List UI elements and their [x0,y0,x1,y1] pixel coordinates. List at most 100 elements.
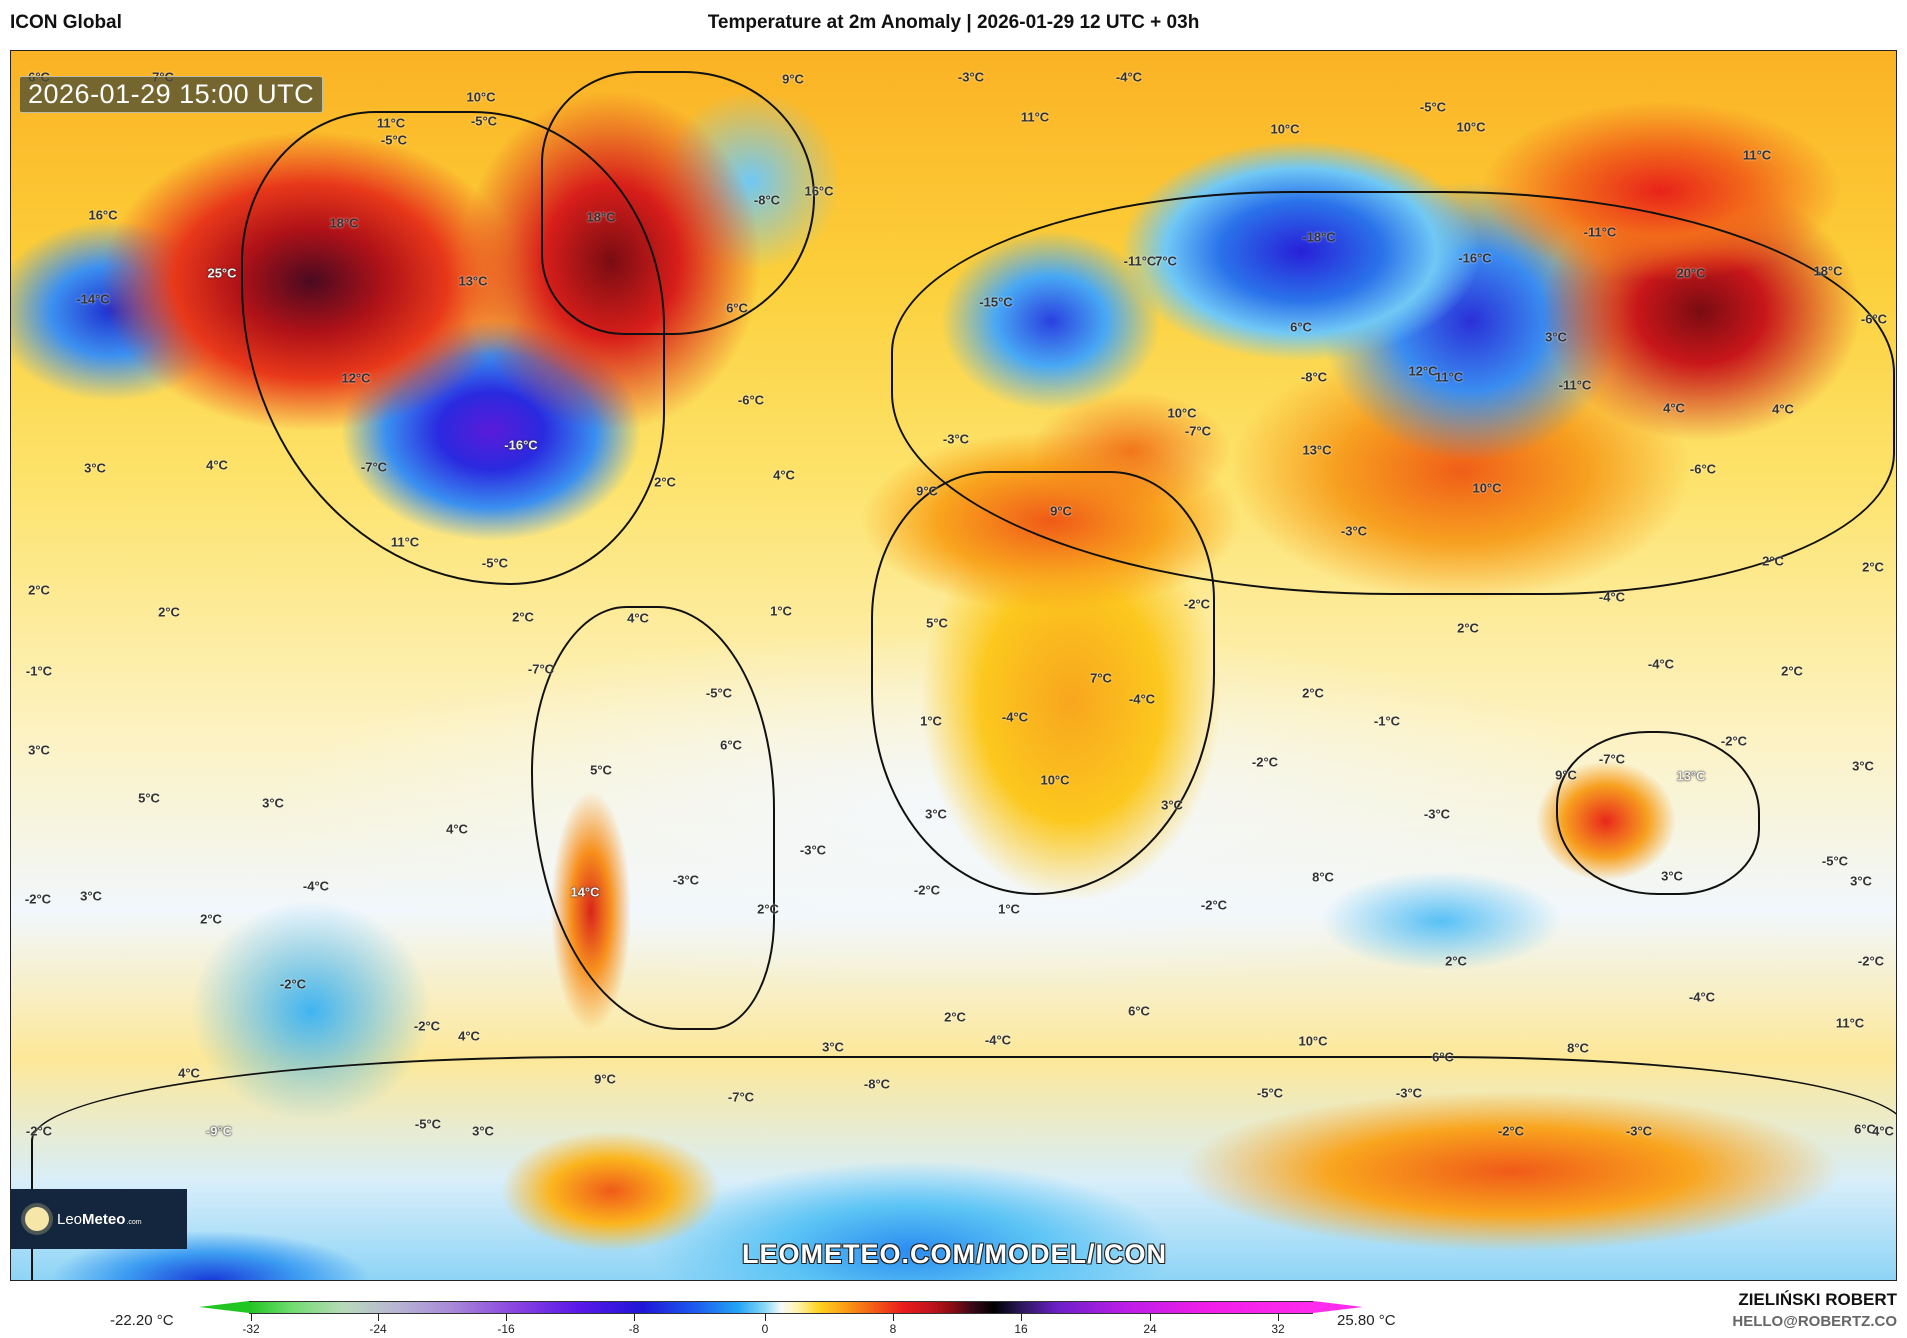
temperature-label: 9°C [782,71,804,87]
temperature-label: 3°C [84,460,106,476]
valid-time-badge: 2026-01-29 15:00 UTC [19,76,324,113]
temperature-label: -6°C [1689,461,1717,477]
temperature-label: -4°C [984,1032,1012,1048]
colorbar-tick-label: -16 [497,1322,515,1336]
map-title: Temperature at 2m Anomaly | 2026-01-29 1… [707,12,1200,33]
temperature-label: -2°C [1857,953,1885,969]
site-watermark: LEOMETEO.COM/MODEL/ICON [742,1239,1167,1269]
colorbar-tick [251,1314,252,1321]
temperature-label: 4°C [627,610,649,626]
temperature-label: 3°C [1161,797,1183,813]
temperature-label: 13°C [1302,442,1332,458]
temperature-label: -8°C [1300,369,1328,385]
temperature-label: -8°C [753,192,781,208]
temperature-label: 13°C [1676,768,1706,784]
temperature-label: 3°C [28,742,50,758]
temperature-label: 10°C [1472,480,1502,496]
temperature-label: 11°C [390,534,420,550]
temperature-label: 4°C [1872,1123,1894,1139]
colorbar-tick [378,1314,379,1321]
temperature-label: 10°C [1167,405,1197,421]
author-email[interactable]: HELLO@ROBERTZ.CO [1732,1313,1897,1330]
temperature-label: -2°C [1183,596,1211,612]
temperature-label: -4°C [1128,691,1156,707]
temperature-label: 1°C [998,901,1020,917]
temperature-label: 3°C [1850,873,1872,889]
temperature-label: -6°C [737,392,765,408]
colorbar-tick-label: 32 [1271,1322,1285,1336]
temperature-label: -2°C [25,1123,53,1139]
australia-outline [1556,731,1760,895]
temperature-label: 9°C [594,1071,616,1087]
temperature-label: 3°C [1852,758,1874,774]
temperature-label: 20°C [1676,265,1706,281]
temperature-colorbar [249,1301,1313,1314]
colorbar-tick-label: -32 [242,1322,260,1336]
temperature-label: -2°C [1497,1123,1525,1139]
temperature-label: 10°C [1456,119,1486,135]
temperature-label: 6°C [1128,1003,1150,1019]
temperature-label: 5°C [926,615,948,631]
eurasia-outline [891,191,1895,595]
temperature-label: 3°C [472,1123,494,1139]
temperature-label: -2°C [279,976,307,992]
temperature-label: 4°C [446,821,468,837]
temperature-label: 2°C [1762,553,1784,569]
temperature-label: 2°C [1302,685,1324,701]
colorbar-tick-label: 8 [889,1322,897,1336]
temperature-label: -2°C [1200,897,1228,913]
temperature-label: -3°C [672,872,700,888]
temperature-label: 14°C [570,884,600,900]
temperature-label: 2°C [158,604,180,620]
temperature-label: 6°C [1854,1121,1876,1137]
temperature-label: -4°C [1001,709,1029,725]
temperature-anomaly-map: 6°C 7°C 10°C 11°C -5°C -5°C 9°C -3°C -4°C 11°C 10°… [10,50,1897,1281]
author-credit: ZIELIŃSKI ROBERT HELLO@ROBERTZ.CO [1732,1290,1897,1330]
colorbar-tick-label: 16 [1014,1322,1028,1336]
temperature-label: 3°C [262,795,284,811]
temperature-label: -7°C [527,661,555,677]
temperature-label: 6°C [726,300,748,316]
temperature-label: -1°C [25,663,53,679]
temperature-label: 1°C [920,713,942,729]
temperature-label: 2°C [944,1009,966,1025]
colorbar-left-arrow [199,1301,249,1313]
temperature-label: 7°C [1155,253,1177,269]
temperature-label: -16°C [504,437,538,453]
temperature-label: 11°C [376,115,406,131]
colorbar-tick-label: 0 [761,1322,769,1336]
colorbar-right-arrow [1313,1301,1363,1313]
temperature-label: -5°C [470,113,498,129]
temperature-label: 3°C [1661,868,1683,884]
colorbar-min-label: -22.20 °C [110,1312,174,1329]
temperature-label: 4°C [1772,401,1794,417]
leometeo-logo[interactable]: Leo Meteo .com [11,1189,187,1249]
temperature-label: -5°C [1419,99,1447,115]
temperature-label: 2°C [1862,559,1884,575]
temperature-label: -3°C [1340,523,1368,539]
temperature-label: -3°C [799,842,827,858]
temperature-label: -4°C [1115,69,1143,85]
temperature-label: -1°C [1373,713,1401,729]
temperature-label: -5°C [705,685,733,701]
temperature-label: -9°C [205,1123,233,1139]
colorbar-tick [765,1314,766,1321]
temperature-label: 16°C [88,207,118,223]
temperature-label: 4°C [178,1065,200,1081]
temperature-label: -4°C [1598,589,1626,605]
temperature-label: 3°C [822,1039,844,1055]
temperature-label: 4°C [773,467,795,483]
temperature-label: 9°C [916,483,938,499]
south-america-outline [531,606,775,1030]
temperature-label: 8°C [1312,869,1334,885]
colorbar-tick [1278,1314,1279,1321]
temperature-label: 16°C [804,183,834,199]
temperature-label: 18°C [586,209,616,225]
temperature-label: 10°C [466,89,496,105]
logo-text-com: .com [126,1218,142,1226]
temperature-label: 3°C [925,806,947,822]
temperature-label: -5°C [1821,853,1849,869]
colorbar-max-label: 25.80 °C [1337,1312,1396,1329]
temperature-label: -7°C [727,1089,755,1105]
author-name: ZIELIŃSKI ROBERT [1738,1290,1897,1309]
